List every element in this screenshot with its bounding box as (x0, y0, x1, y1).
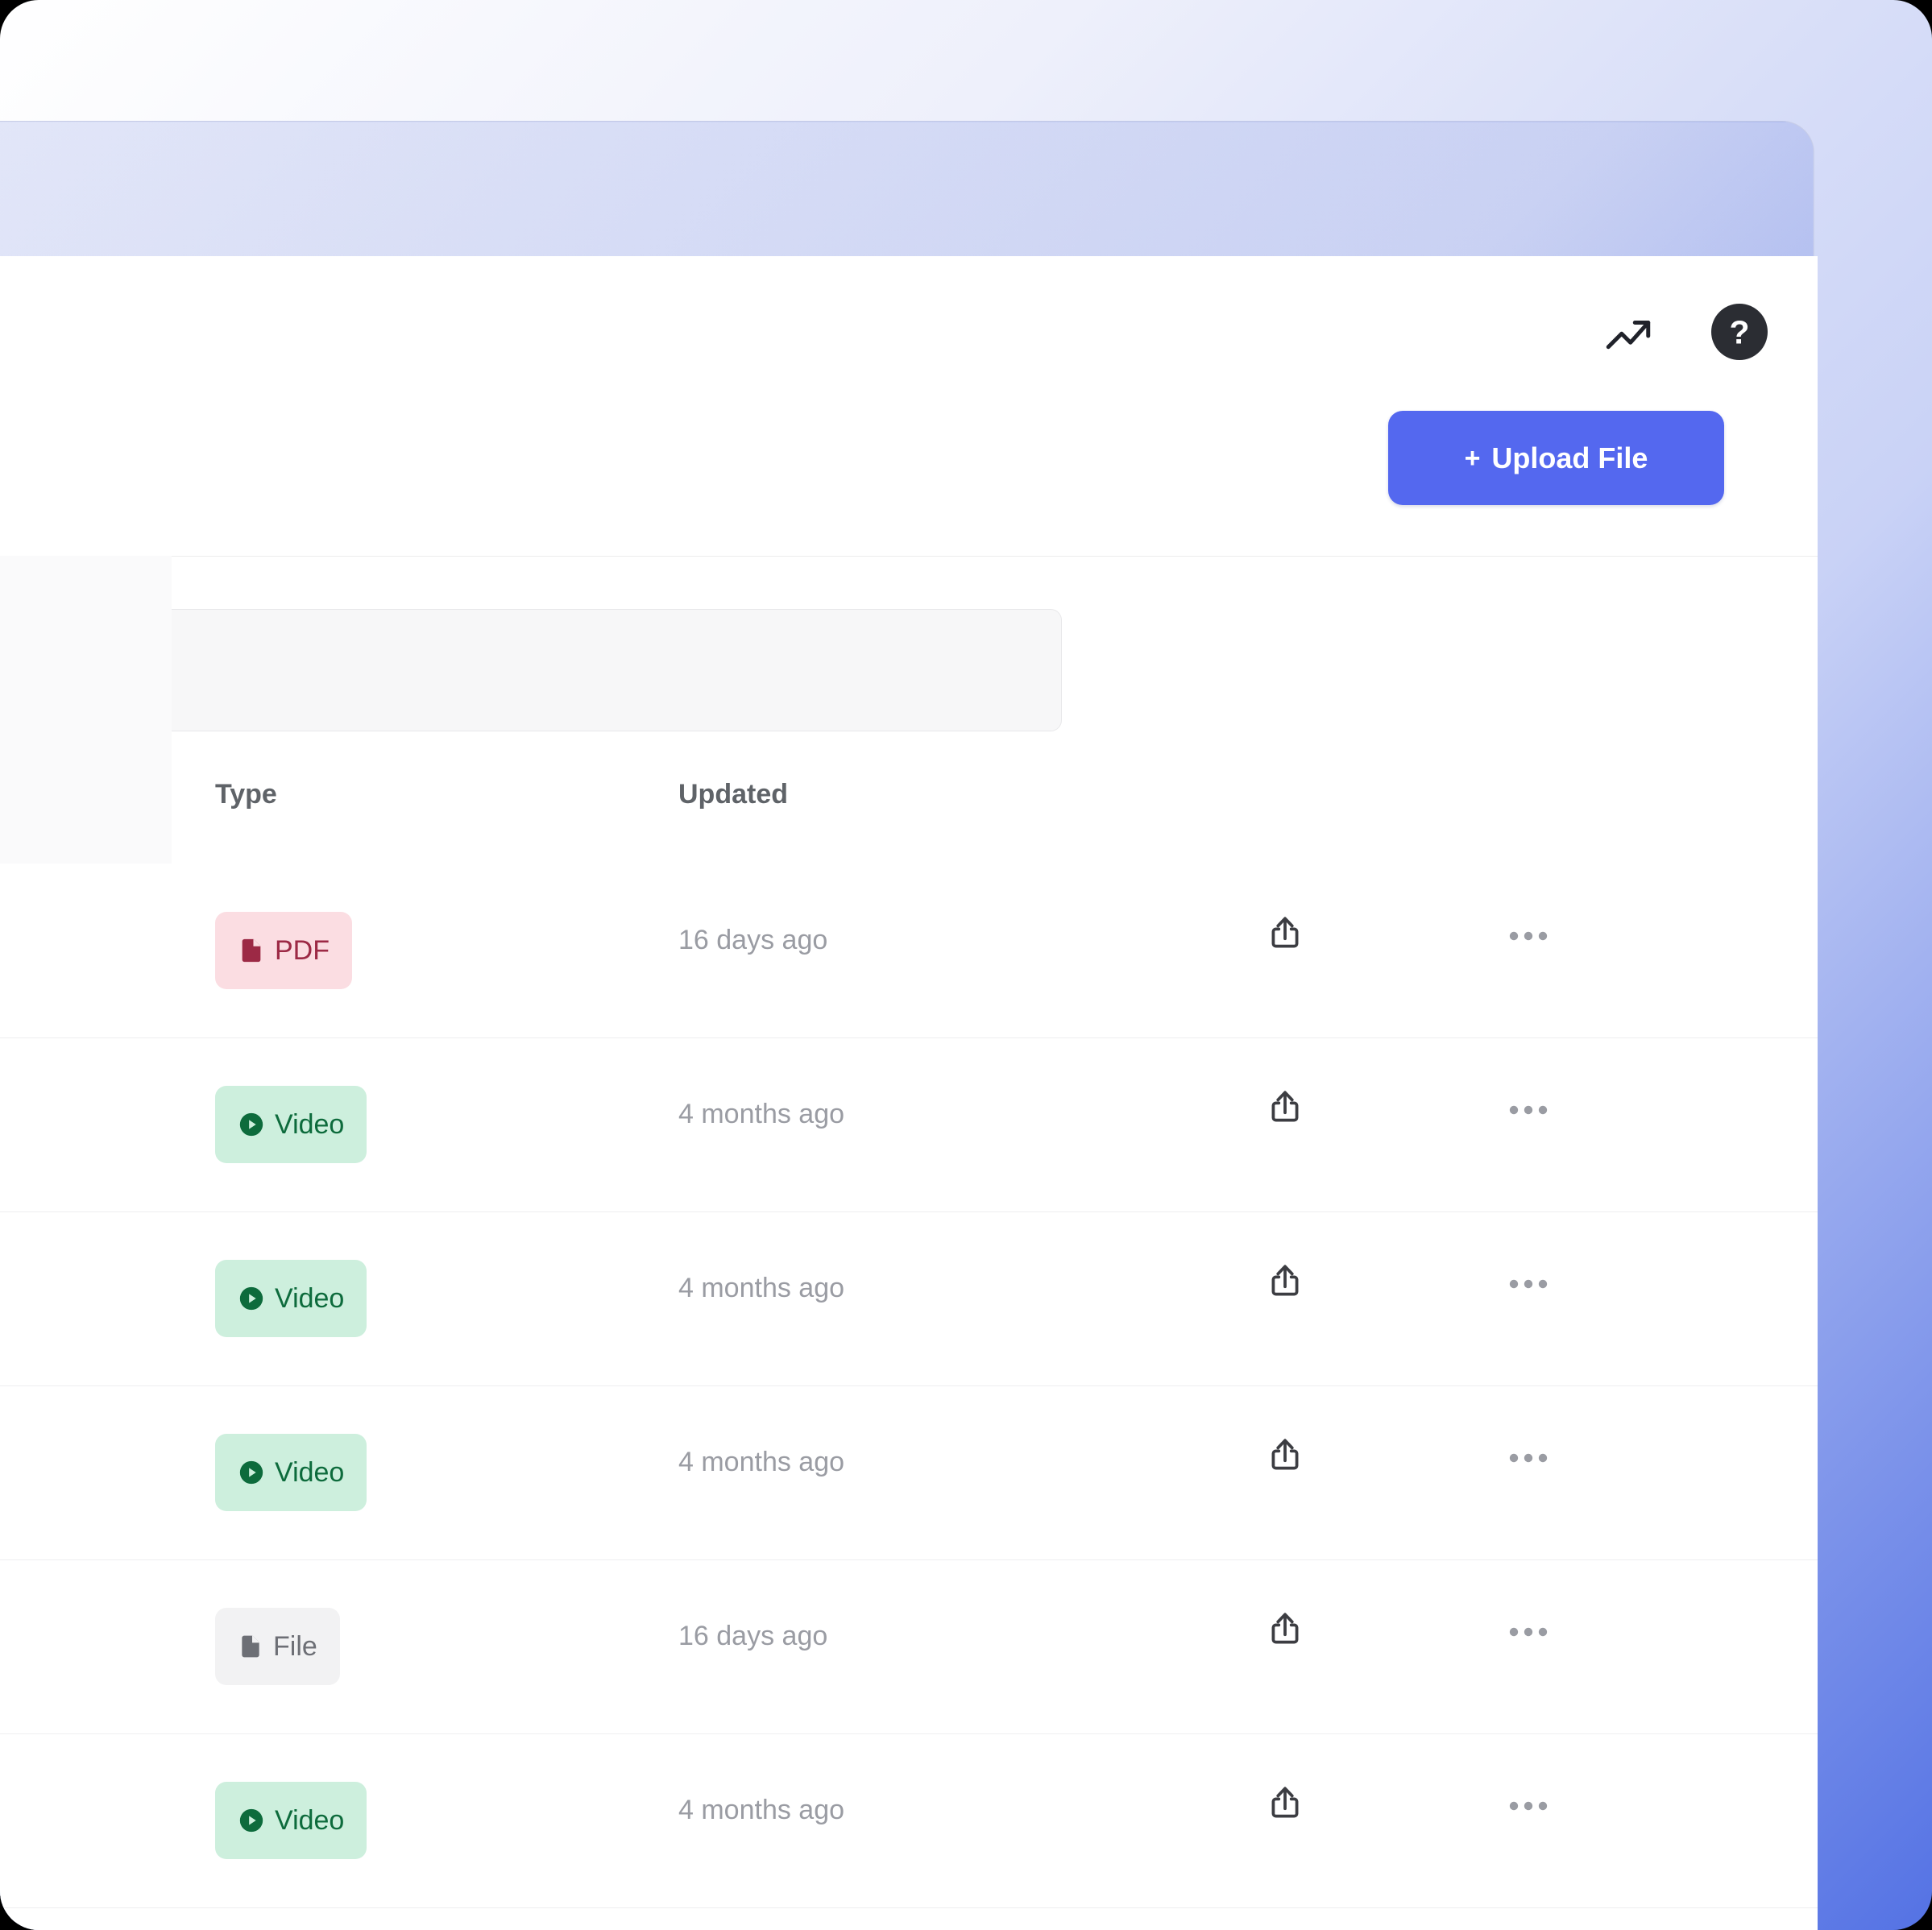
svg-text:?: ? (1730, 314, 1750, 351)
